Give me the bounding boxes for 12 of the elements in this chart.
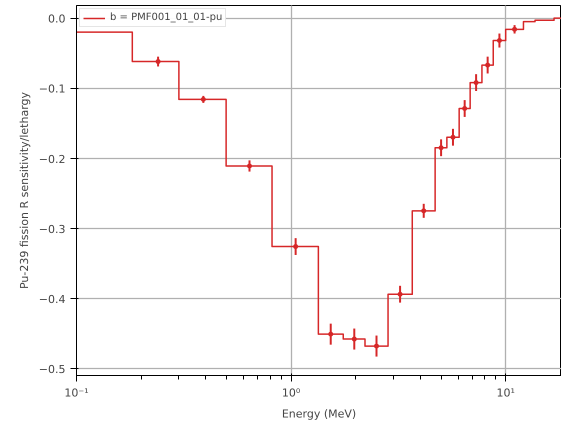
- y-axis-title: Pu-239 fission R sensitivity/lethargy: [18, 91, 31, 290]
- legend-label: b = PMF001_01_01-pu: [110, 12, 222, 23]
- x-axis-title: Energy (MeV): [282, 408, 356, 420]
- y-tick-label: −0.3: [38, 222, 66, 236]
- x-tick-label: 10¹: [496, 386, 515, 400]
- x-tick-label: 10⁻¹: [64, 386, 89, 400]
- y-tick-label: −0.2: [38, 152, 66, 166]
- y-tick-label: −0.1: [38, 82, 66, 96]
- x-tick-label: 10⁰: [282, 386, 301, 400]
- y-tick-label: 0.0: [48, 12, 66, 26]
- y-tick-label: −0.4: [38, 292, 66, 306]
- y-tick-label: −0.5: [38, 362, 66, 376]
